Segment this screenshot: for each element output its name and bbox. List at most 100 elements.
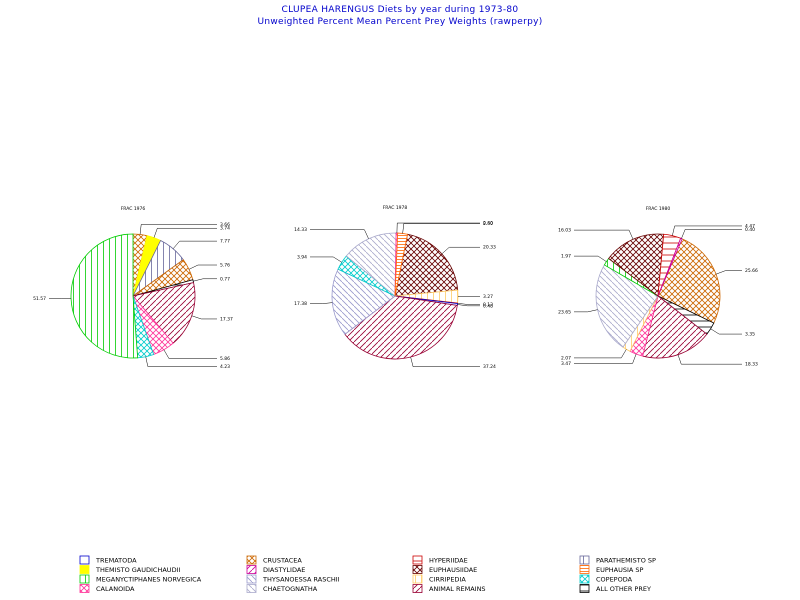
legend-swatch-all-other-prey	[579, 584, 590, 593]
legend-label-diastylidae: DIASTYLIDAE	[263, 566, 305, 574]
leader-line	[172, 240, 217, 249]
leader-line	[457, 304, 480, 307]
pie-slice-thysanoessa-raschii	[331, 268, 396, 335]
legend-label-thysanoessa-raschii: THYSANOESSA RASCHII	[262, 576, 340, 584]
legend-label-copepoda: COPEPODA	[596, 576, 633, 584]
legend-swatch-themisto-gaudichaudii	[79, 565, 90, 574]
leader-line	[139, 224, 217, 235]
leader-line	[574, 309, 598, 313]
slice-data-label: 0.48	[483, 303, 493, 309]
chart-subtitle: Unweighted Percent Mean Percent Prey Wei…	[257, 17, 543, 27]
leader-line	[672, 225, 742, 236]
legend-swatch-animal-remains	[412, 584, 423, 593]
legend-label-parathemisto-sp: PARATHEMISTO SP	[596, 557, 656, 565]
slice-data-label: 7.77	[220, 239, 230, 245]
slice-data-label: 17.37	[220, 316, 233, 322]
slice-data-label: 16.03	[558, 228, 571, 234]
slice-data-label: 4.47	[745, 223, 755, 229]
legend-swatch-hyperiidae	[412, 555, 423, 565]
slice-data-label: 3.66	[220, 222, 230, 228]
pie-slice-euphausia-sp	[394, 232, 408, 297]
legend-label-euphausiidae: EUPHAUSIIDAE	[429, 566, 477, 574]
leader-line	[402, 223, 480, 234]
leader-line	[574, 255, 607, 262]
legend-swatch-parathemisto-sp	[579, 555, 590, 565]
slice-data-label: 3.47	[561, 361, 571, 367]
slice-data-label: 20.33	[483, 245, 496, 251]
pie-slice-chaetognatha	[345, 232, 397, 297]
slice-data-label: 5.86	[220, 356, 230, 362]
slice-data-label: 0.40	[745, 227, 755, 233]
leader-line	[163, 349, 217, 359]
chart-title: CLUPEA HARENGUS Diets by year during 197…	[281, 5, 519, 15]
pie-slice-euphausiidae	[394, 233, 459, 297]
legend-swatch-euphausia-sp	[579, 565, 590, 574]
leader-line	[677, 354, 742, 365]
legend-label-cirripedia: CIRRIPEDIA	[429, 576, 466, 584]
slice-data-label: 2.50	[483, 221, 493, 227]
legend-swatch-thysanoessa-raschii	[246, 574, 257, 584]
pies-layer: FRAC 1976 3.663.74 7.77 5.76 0.77 17.37 5.86 4.…	[33, 205, 758, 370]
leader-line	[715, 270, 742, 275]
slice-data-label: 5.76	[220, 263, 230, 269]
slice-data-label: 0.40	[483, 221, 493, 227]
legend-label-euphausia-sp: EUPHAUSIA SP	[596, 566, 644, 574]
leader-line	[153, 227, 217, 238]
legend-swatch-chaetognatha	[246, 584, 257, 593]
slice-data-label: 37.24	[483, 364, 496, 370]
leader-line	[188, 264, 217, 270]
legend-label-calanoida: CALANOIDA	[96, 585, 135, 593]
legend-swatch-euphausiidae	[412, 565, 423, 574]
legend-label-crustacea: CRUSTACEA	[263, 557, 302, 565]
leader-line	[396, 222, 480, 234]
leader-line	[191, 315, 217, 320]
legend-swatch-trematoda	[79, 555, 90, 565]
legend-swatch-meganyctiphanes-norvegica	[79, 574, 90, 584]
pie-slice-chaetognatha	[595, 264, 659, 348]
pie-frac-1980: FRAC 1980 25.66 3.35 18.33 3.472.07 23.65 1.97…	[558, 206, 758, 368]
legend-swatch-cirripedia	[412, 574, 423, 584]
slice-data-label: 17.38	[294, 301, 307, 307]
pie-slice-animal-remains	[642, 295, 708, 359]
pie-frac-1976: FRAC 1976 3.663.74 7.77 5.76 0.77 17.37 5.86 4.…	[33, 206, 233, 370]
leader-line	[410, 356, 480, 367]
leader-line	[193, 278, 217, 282]
slice-data-label: 4.23	[220, 364, 230, 370]
pie-title: FRAC 1978	[383, 205, 408, 211]
slice-data-label: 0.13	[483, 302, 493, 308]
legend: TREMATODA CRUSTACEA HYPERIIDAE PARATHEMISTO…	[79, 555, 656, 593]
slice-data-label: 1.97	[561, 254, 571, 260]
pie-frac-1978: FRAC 1978 20.33 3.27 0.130.48 37.24 17.38 3.94…	[294, 205, 496, 370]
slice-data-label: 3.27	[483, 294, 493, 300]
leader-line	[574, 349, 627, 359]
leader-line	[574, 229, 634, 240]
legend-label-all-other-prey: ALL OTHER PREY	[596, 585, 651, 593]
leader-line	[441, 246, 480, 255]
pie-slice-meganyctiphanes-norvegica	[70, 233, 139, 359]
leader-line	[310, 229, 369, 239]
slice-data-label: 3.74	[220, 226, 230, 232]
slice-data-label: 3.94	[297, 254, 307, 260]
leader-line	[310, 302, 333, 304]
leader-line	[574, 353, 637, 364]
slice-data-label: 0.77	[220, 276, 230, 282]
slice-data-label: 23.65	[558, 309, 571, 315]
slice-data-label: 25.66	[745, 268, 758, 274]
pie-title: FRAC 1976	[121, 206, 146, 212]
legend-swatch-diastylidae	[246, 565, 257, 574]
legend-label-meganyctiphanes-norvegica: MEGANYCTIPHANES NORVEGICA	[96, 576, 202, 584]
legend-swatch-calanoida	[79, 584, 90, 593]
legend-label-trematoda: TREMATODA	[95, 557, 137, 565]
legend-label-animal-remains: ANIMAL REMAINS	[429, 585, 486, 593]
legend-swatch-copepoda	[579, 574, 590, 584]
leader-line	[681, 229, 742, 239]
pie-slice-animal-remains	[132, 282, 196, 344]
leader-line	[310, 256, 342, 263]
chart-titles: CLUPEA HARENGUS Diets by year during 197…	[0, 4, 800, 28]
slice-data-label: 14.33	[294, 227, 307, 233]
leader-line	[145, 356, 217, 367]
pie-title: FRAC 1980	[646, 206, 671, 212]
slice-data-label: 2.07	[561, 355, 571, 361]
legend-swatch-crustacea	[246, 555, 257, 565]
legend-label-chaetognatha: CHAETOGNATHA	[263, 585, 318, 593]
